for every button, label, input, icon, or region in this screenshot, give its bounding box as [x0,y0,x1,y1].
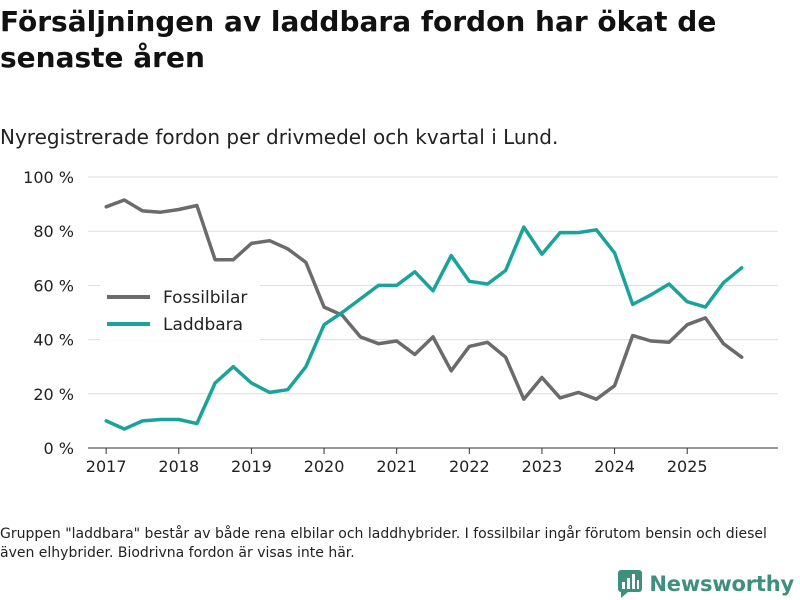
chart-subtitle: Nyregistrerade fordon per drivmedel och … [0,125,559,149]
x-tick-label: 2021 [376,457,417,476]
newsworthy-logo-icon [618,570,643,598]
series-line-fossilbilar [104,198,744,401]
brand-logo: Newsworthy [617,568,794,600]
x-axis: 2017 2018 2019 2020 2021 2022 2023 2024 2025 [86,447,778,476]
y-tick-label: 80 % [33,222,74,241]
series-line-laddbara [104,225,744,431]
series-lines [104,198,744,431]
x-tick-label: 2025 [667,457,708,476]
y-tick-label: 0 % [44,439,74,458]
line-chart: 0 % 20 % 40 % 60 % 80 % 100 % 2017 2018 2019 202… [23,168,778,476]
x-tick-label: 2019 [231,457,272,476]
x-tick-label: 2018 [158,457,199,476]
footnote: Gruppen "laddbara" består av både rena e… [0,526,767,561]
chart-title: Försäljningen av laddbara fordon har öka… [0,5,717,74]
y-axis-ticks: 0 % 20 % 40 % 60 % 80 % 100 % [23,168,74,458]
y-tick-label: 20 % [33,385,74,404]
x-tick-label: 2022 [449,457,490,476]
brand-name: Newsworthy [649,572,794,596]
x-tick-label: 2024 [594,457,635,476]
y-tick-label: 40 % [33,331,74,350]
y-tick-label: 60 % [33,276,74,295]
x-tick-label: 2020 [304,457,345,476]
legend-label-laddbara: Laddbara [163,315,243,335]
y-tick-label: 100 % [23,168,74,187]
legend-background [100,278,260,340]
x-tick-label: 2017 [86,457,127,476]
legend: Fossilbilar Laddbara [100,278,260,340]
legend-label-fossilbilar: Fossilbilar [163,288,247,308]
x-tick-label: 2023 [522,457,563,476]
